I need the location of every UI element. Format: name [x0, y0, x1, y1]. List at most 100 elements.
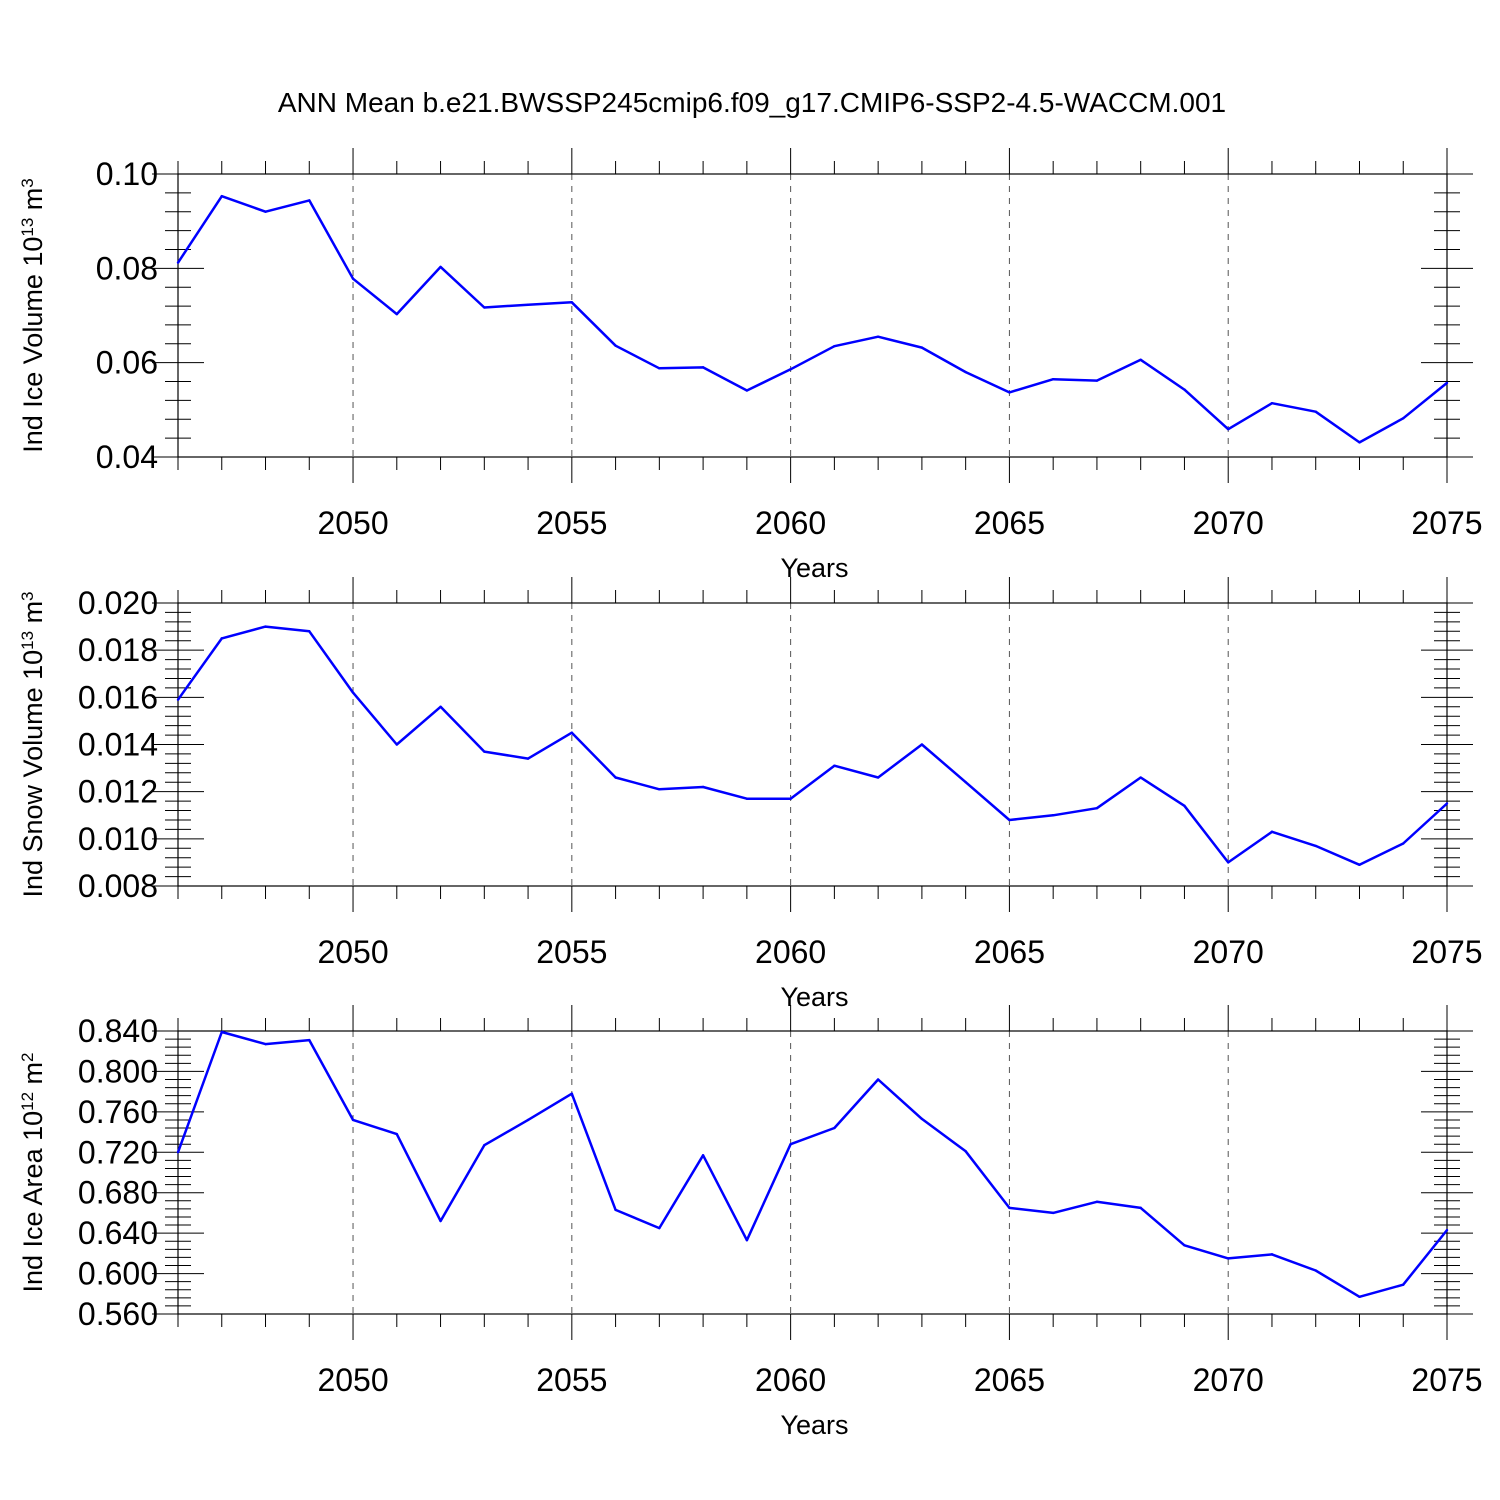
x-tick-label: 2065 [974, 1362, 1045, 1398]
data-point [308, 1038, 311, 1042]
data-point [1358, 1295, 1361, 1299]
x-tick-label: 2075 [1411, 505, 1482, 541]
data-point [701, 366, 705, 369]
data-point [1051, 377, 1055, 381]
data-point [614, 776, 617, 779]
data-point [1183, 1244, 1186, 1247]
data-point [789, 797, 792, 800]
x-tick-label: 2060 [755, 934, 826, 970]
data-point [1139, 358, 1142, 362]
data-point [1183, 804, 1186, 808]
x-tick-label: 2065 [974, 934, 1045, 970]
data-point [395, 312, 398, 316]
data-point [351, 691, 355, 694]
data-point [483, 306, 486, 309]
plot-frame [177, 173, 1448, 458]
data-point [614, 344, 617, 347]
data-point [1358, 441, 1361, 444]
data-point [1402, 417, 1405, 420]
data-point [1445, 802, 1449, 805]
data-point [1008, 391, 1011, 394]
data-point [1095, 379, 1099, 382]
data-point [483, 750, 486, 753]
data-point [264, 625, 267, 628]
y-tick-label: 0.560 [78, 1296, 158, 1332]
data-point [789, 368, 792, 371]
data-point [483, 1144, 486, 1147]
data-point [526, 303, 530, 306]
data-point [395, 1132, 398, 1136]
data-point [439, 1219, 442, 1223]
data-point [570, 301, 574, 304]
data-point [526, 757, 530, 760]
data-point [920, 346, 924, 349]
series-line-ice-area [176, 1030, 1448, 1299]
data-point [1008, 818, 1011, 822]
data-point [745, 389, 749, 392]
data-point [964, 1150, 967, 1153]
x-tick-label: 2055 [536, 505, 607, 541]
panel-snow-volume: 0.008 0.010 0.012 0.014 0.016 0.018 0.020 2050 2… [18, 577, 1483, 1012]
data-point [876, 335, 880, 338]
data-point [658, 1226, 661, 1230]
data-point [176, 261, 180, 264]
data-point [658, 367, 661, 370]
x-axis-title: Years [780, 1410, 848, 1440]
y-tick-label: 0.10 [96, 156, 158, 192]
y-tick-label: 0.010 [78, 821, 158, 857]
data-point [920, 743, 924, 746]
y-tick-label: 0.06 [96, 345, 158, 381]
x-tick-label: 2075 [1411, 1362, 1482, 1398]
y-tick-label: 0.016 [78, 679, 158, 715]
data-point [439, 705, 442, 708]
data-point [1270, 1253, 1274, 1256]
data-point [1139, 1206, 1142, 1210]
x-tick-label: 2070 [1193, 934, 1264, 970]
data-point [833, 764, 836, 767]
data-point [1402, 842, 1405, 845]
y-tick-label: 0.640 [78, 1215, 158, 1251]
x-tick-label: 2060 [755, 505, 826, 541]
data-point [220, 194, 223, 198]
x-tick-label: 2050 [317, 1362, 388, 1398]
y-tick-label: 0.680 [78, 1175, 158, 1211]
series-line-snow-volume [176, 625, 1448, 867]
data-point [876, 1078, 880, 1081]
y-tick-label: 0.014 [78, 727, 158, 763]
data-point [701, 785, 705, 789]
data-point [1095, 1200, 1099, 1204]
plot-frame [177, 1030, 1448, 1315]
data-point [308, 630, 311, 633]
data-point [1227, 427, 1230, 431]
panel-ice-area: 0.560 0.600 0.640 0.680 0.720 0.760 0.800 0.840… [18, 1005, 1483, 1440]
data-point [1402, 1283, 1405, 1286]
y-tick-label: 0.840 [78, 1013, 158, 1049]
data-point [351, 1118, 355, 1122]
data-point [351, 277, 355, 280]
x-tick-label: 2055 [536, 934, 607, 970]
x-tick-label: 2050 [317, 934, 388, 970]
data-point [1051, 1211, 1055, 1215]
y-axis-title: Ind Ice Area 1012 m2 [18, 1052, 49, 1292]
x-tick-label: 2075 [1411, 934, 1482, 970]
y-axis-title: Ind Snow Volume 1013 m3 [18, 591, 49, 897]
data-point [1314, 1269, 1317, 1272]
y-tick-label: 0.600 [78, 1256, 158, 1292]
panel-ice-volume: 0.04 0.06 0.08 0.10 2050 2055 2060 2065 2070 2075… [18, 148, 1483, 583]
data-point [395, 743, 398, 746]
chart-title: ANN Mean b.e21.BWSSP245cmip6.f09_g17.CMI… [278, 87, 1226, 118]
data-point [570, 731, 574, 734]
data-point [1139, 776, 1142, 779]
data-point [745, 1239, 749, 1242]
x-tick-label: 2055 [536, 1362, 607, 1398]
data-point [176, 1151, 180, 1154]
data-point [176, 698, 180, 701]
data-point [876, 776, 880, 779]
data-point [964, 370, 967, 374]
data-point [220, 637, 223, 640]
data-point [264, 210, 267, 213]
data-point [1314, 844, 1317, 848]
data-point [1270, 830, 1274, 833]
x-tick-label: 2070 [1193, 1362, 1264, 1398]
data-point [1183, 388, 1186, 391]
